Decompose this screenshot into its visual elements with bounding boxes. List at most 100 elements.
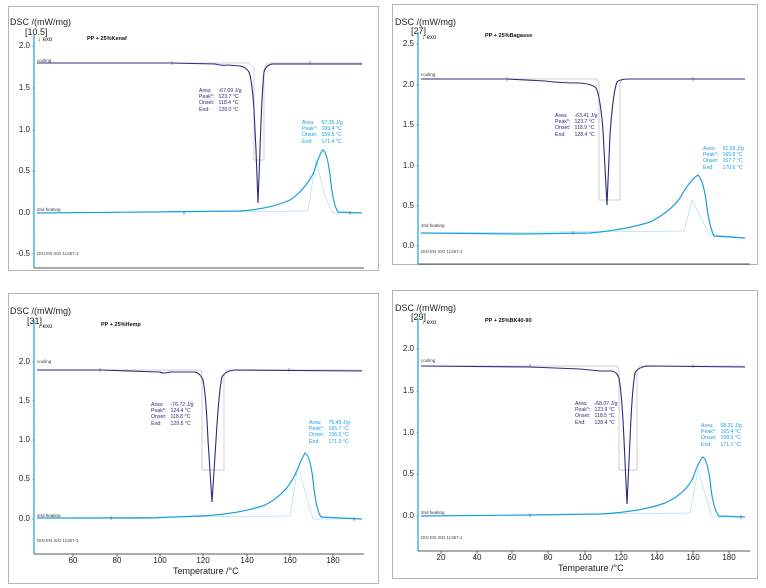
peak-key: Peak*: <box>555 119 571 126</box>
onset-value: 158.0 °C <box>720 435 741 442</box>
y-tick: 2.0 <box>402 344 414 353</box>
standard-label: DIN EN ISO 11357-1 <box>37 538 79 543</box>
onset-value: 118.4 °C <box>218 100 239 107</box>
end-value: 171.3 °C <box>328 438 349 445</box>
end-key: End: <box>302 138 313 145</box>
standard-label: DIN EN ISO 11357-1 <box>421 249 463 254</box>
onset-value: 118.5 °C <box>594 413 615 420</box>
end-value: 171.4 °C <box>321 138 342 145</box>
scale-factor: [27] <box>411 26 427 36</box>
area-value: 68.31 J/g <box>720 423 742 429</box>
exo-indicator: ↓ exo <box>422 35 436 41</box>
peak-value: 124.4 °C <box>170 408 191 415</box>
chart-panel-hemp <box>8 293 379 584</box>
end-value: 171.1 °C <box>720 441 741 448</box>
x-tick: 80 <box>112 556 122 565</box>
y-tick: 1.0 <box>18 435 30 444</box>
cooling-annotation: Area: -68.07 J/g Peak*: 123.9 °C Onset: … <box>575 401 618 426</box>
peak-value: 123.9 °C <box>594 407 615 414</box>
peak-key: Peak*: <box>199 94 215 101</box>
cooling-annotation: Area: -63.41 J/g Peak*: 123.7 °C Onset: … <box>555 113 598 138</box>
y-tick: 1.0 <box>18 125 30 134</box>
y-axis-label: DSC /(mW/mg) <box>10 17 71 27</box>
chart-panel-kenaf <box>8 6 379 271</box>
y-tick: 2.0 <box>18 41 30 50</box>
x-tick: 80 <box>543 553 553 562</box>
standard-label: DIN EN ISO 11357-1 <box>37 251 79 256</box>
y-tick: 0.0 <box>18 514 30 523</box>
exo-arrow-icon: ↓ <box>422 35 425 41</box>
cooling-label: cooling <box>37 58 52 63</box>
y-tick: 1.5 <box>402 386 414 395</box>
y-axis-label: DSC /(mW/mg) <box>395 303 456 313</box>
y-tick: 2.0 <box>402 80 414 89</box>
onset-value: 159.5 °C <box>321 132 342 139</box>
area-value: 76.49 J/g <box>328 420 350 426</box>
end-key: End: <box>701 441 712 448</box>
onset-value: 118.9 °C <box>574 125 595 132</box>
exo-indicator: ↓ exo <box>38 324 52 330</box>
y-tick: -0.5 <box>16 249 30 258</box>
onset-key: Onset: <box>151 414 167 421</box>
area-value: -67.09 J/g <box>218 88 242 94</box>
onset-key: Onset: <box>703 158 719 165</box>
dsc-plot-hemp <box>32 320 364 557</box>
x-tick: 140 <box>240 556 254 565</box>
onset-value: 156.5 °C <box>328 432 349 439</box>
chart-panel-bk40-90 <box>392 290 758 579</box>
dsc-plot-bagasse <box>416 32 750 265</box>
x-tick: 100 <box>578 553 592 562</box>
y-tick: 0.0 <box>18 208 30 217</box>
y-tick: 0.0 <box>402 511 414 520</box>
x-tick: 60 <box>507 553 517 562</box>
area-key: Area: <box>555 113 568 119</box>
area-key: Area: <box>199 88 212 94</box>
cooling-label: cooling <box>421 358 436 363</box>
x-tick: 60 <box>68 556 78 565</box>
area-key: Area: <box>575 401 588 407</box>
y-axis-label: DSC /(mW/mg) <box>10 306 71 316</box>
x-tick: 20 <box>436 553 446 562</box>
heating-annotation: Area: 68.31 J/g Peak*: 165.4 °C Onset: 1… <box>701 423 742 448</box>
onset-key: Onset: <box>555 125 571 132</box>
y-tick: 2.0 <box>18 357 30 366</box>
exo-label: exo <box>426 320 437 326</box>
onset-key: Onset: <box>302 132 318 139</box>
x-axis-label: Temperature /°C <box>173 566 239 576</box>
onset-value: 118.8 °C <box>170 414 191 421</box>
heating-label: 2nd heating <box>421 223 445 228</box>
peak-key: Peak*: <box>575 407 591 414</box>
exo-arrow-icon: ↓ <box>38 37 41 43</box>
exo-indicator: ↓ exo <box>422 320 436 326</box>
chart-title: PP + 25%Hemp <box>101 322 141 328</box>
peak-value: 165.4 °C <box>720 429 741 436</box>
end-value: 128.4 °C <box>594 419 615 426</box>
peak-key: Peak*: <box>309 426 325 433</box>
peak-value: 165.4 °C <box>321 126 342 133</box>
onset-key: Onset: <box>199 100 215 107</box>
chart-title: PP + 25%BK40-90 <box>485 318 532 324</box>
chart-title: PP + 25%Kenaf <box>87 36 127 42</box>
onset-value: 157.7 °C <box>722 158 743 165</box>
y-tick: 2.5 <box>402 39 414 48</box>
heating-annotation: Area: 61.56 J/g Peak*: 165.8 °C Onset: 1… <box>703 146 744 171</box>
heating-label: 2nd heating <box>37 513 61 518</box>
y-tick: 1.5 <box>18 396 30 405</box>
area-value: -76.72 J/g <box>170 402 194 408</box>
dsc-plot-kenaf <box>32 34 364 269</box>
heating-label: 2nd heating <box>421 510 445 515</box>
standard-label: DIN EN ISO 11357-1 <box>421 535 463 540</box>
peak-value: 165.7 °C <box>328 426 349 433</box>
y-tick: 0.0 <box>402 241 414 250</box>
x-tick: 40 <box>472 553 482 562</box>
x-tick: 100 <box>153 556 167 565</box>
exo-indicator: ↓ exo <box>38 37 52 43</box>
end-value: 170.6 °C <box>722 164 743 171</box>
peak-key: Peak*: <box>701 429 717 436</box>
area-key: Area: <box>703 146 716 152</box>
cooling-label: cooling <box>37 359 52 364</box>
y-tick: 1.0 <box>402 428 414 437</box>
scale-factor: [10.5] <box>25 27 48 37</box>
y-tick: 1.0 <box>402 161 414 170</box>
